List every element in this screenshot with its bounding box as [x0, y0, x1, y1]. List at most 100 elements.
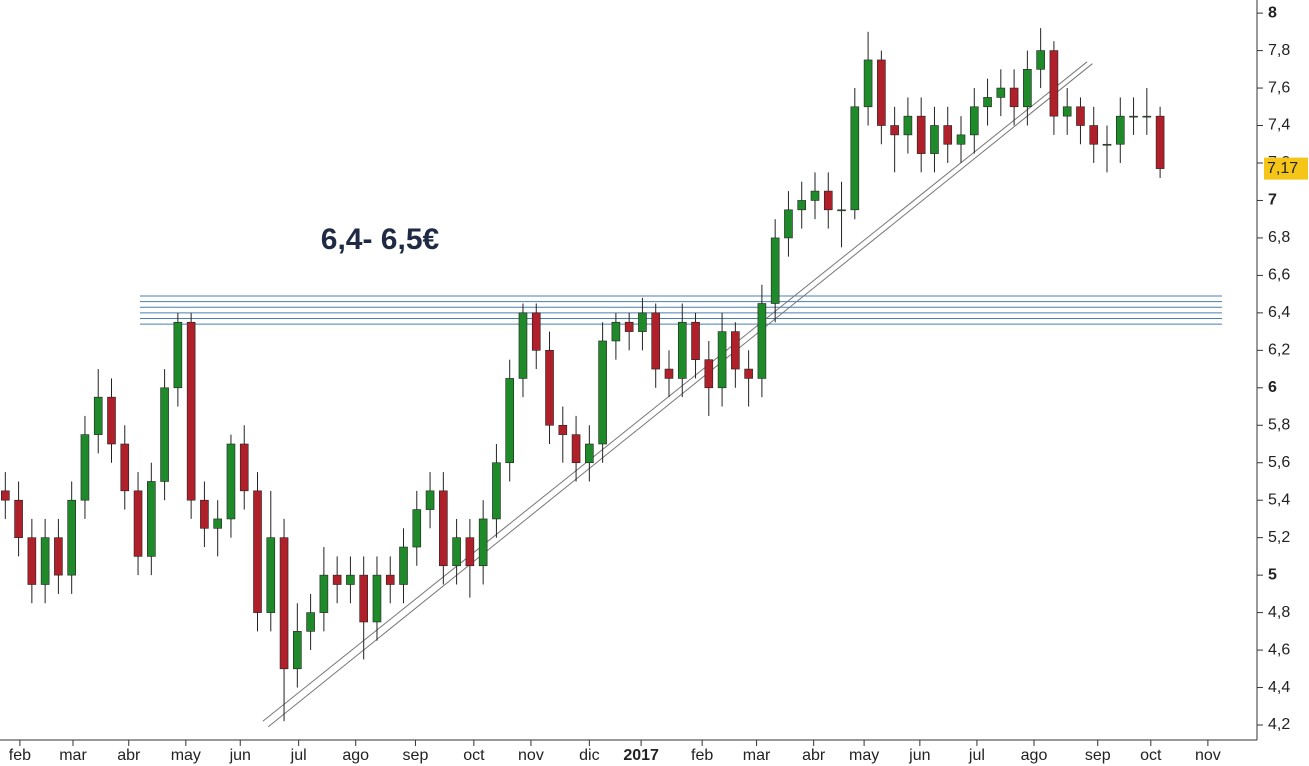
candle-body: [837, 209, 846, 212]
y-tick-label: 7,8: [1268, 42, 1290, 59]
last-price-label: 7,17: [1267, 160, 1298, 177]
candle-body: [279, 537, 289, 670]
y-tick-label: 4,6: [1268, 641, 1290, 658]
candle-body: [784, 209, 793, 239]
candle-body: [916, 115, 926, 154]
candle-body: [1036, 50, 1045, 70]
trend-line: [267, 63, 1093, 728]
x-tick-label: feb: [691, 747, 713, 764]
y-tick-label: 5,4: [1268, 491, 1290, 508]
candle-body: [1009, 87, 1019, 108]
candle-body: [651, 312, 661, 370]
candle-body: [638, 312, 647, 332]
candle-body: [518, 312, 528, 379]
candle-body: [1129, 115, 1138, 118]
x-tick-label: may: [849, 747, 879, 764]
candle-body: [80, 434, 90, 501]
candle-body: [956, 134, 966, 145]
candle-body: [27, 537, 37, 585]
y-tick-label: 6,2: [1268, 342, 1290, 359]
candle-body: [717, 331, 727, 389]
x-tick-label: mar: [743, 747, 771, 764]
candle-body: [983, 97, 992, 108]
candle-body: [492, 462, 501, 520]
candle-body: [810, 190, 820, 201]
candle-body: [1155, 115, 1165, 169]
candle-body: [1023, 69, 1032, 108]
candle-body: [54, 537, 63, 576]
x-tick-label: nov: [1195, 747, 1221, 764]
candle-body: [346, 574, 355, 585]
candle-body: [611, 321, 621, 342]
candle-body: [147, 481, 156, 557]
candle-body: [863, 59, 873, 108]
y-tick-label: 6,8: [1268, 229, 1290, 246]
x-tick-label: mar: [59, 747, 87, 764]
candle-body: [969, 106, 979, 136]
x-tick-label: sep: [403, 747, 429, 764]
candle-body: [478, 518, 488, 567]
candle-body: [253, 490, 262, 613]
y-tick-label: 4,8: [1268, 604, 1290, 621]
x-tick-label: dic: [579, 747, 599, 764]
x-tick-label: ago: [342, 747, 369, 764]
trend-line: [262, 61, 1088, 722]
candle-body: [93, 396, 103, 435]
y-tick-label: 4,4: [1268, 679, 1290, 696]
candle-body: [1, 490, 10, 501]
candle-body: [890, 125, 899, 136]
candle-body: [14, 499, 23, 538]
x-tick-label: may: [171, 747, 201, 764]
x-tick-label: jun: [908, 747, 930, 764]
candle-body: [107, 396, 116, 445]
candle-body: [266, 537, 276, 613]
candle-body: [133, 490, 143, 557]
candle-body: [465, 537, 475, 567]
y-tick-label: 6: [1268, 379, 1277, 396]
candle-body: [691, 321, 700, 360]
x-tick-label: sep: [1085, 747, 1111, 764]
candle-body: [704, 359, 714, 389]
x-tick-label: abr: [117, 747, 141, 764]
candle-body: [319, 574, 329, 613]
candle-body: [359, 574, 368, 623]
x-tick-label: abr: [802, 747, 826, 764]
candle-body: [505, 378, 515, 464]
candle-body: [1102, 143, 1112, 146]
candle-body: [770, 237, 780, 304]
candle-body: [585, 443, 594, 464]
x-tick-label: 2017: [623, 747, 659, 764]
candle-body: [1115, 115, 1125, 145]
annotation: 6,4- 6,5€: [321, 223, 440, 256]
x-tick-label: oct: [1140, 747, 1162, 764]
candle-body: [40, 537, 50, 585]
candle-body: [797, 200, 807, 211]
candle-body: [160, 387, 169, 482]
y-tick-label: 7,6: [1268, 79, 1290, 96]
candle-body: [226, 443, 236, 520]
candle-body: [731, 331, 740, 370]
candle-body: [186, 321, 196, 501]
candle-body: [173, 321, 183, 389]
candle-body: [239, 443, 249, 492]
candle-body: [930, 125, 939, 154]
y-tick-label: 7: [1268, 192, 1277, 209]
candle-body: [531, 312, 541, 351]
y-tick-label: 5,8: [1268, 416, 1290, 433]
candle-body: [332, 574, 342, 585]
candle-body: [385, 574, 395, 585]
x-tick-label: jun: [229, 747, 251, 764]
y-tick-label: 7,4: [1268, 117, 1290, 134]
candle-body: [1062, 106, 1072, 117]
y-tick-label: 6,6: [1268, 267, 1290, 284]
candle-body: [213, 518, 222, 529]
candle-body: [412, 509, 422, 548]
candle-body: [664, 368, 674, 379]
x-tick-label: oct: [463, 747, 485, 764]
candle-body: [452, 537, 461, 567]
candle-body: [558, 424, 568, 435]
x-tick-label: feb: [9, 747, 31, 764]
last-price-box: [1264, 157, 1308, 180]
x-tick-label: jul: [290, 747, 307, 764]
